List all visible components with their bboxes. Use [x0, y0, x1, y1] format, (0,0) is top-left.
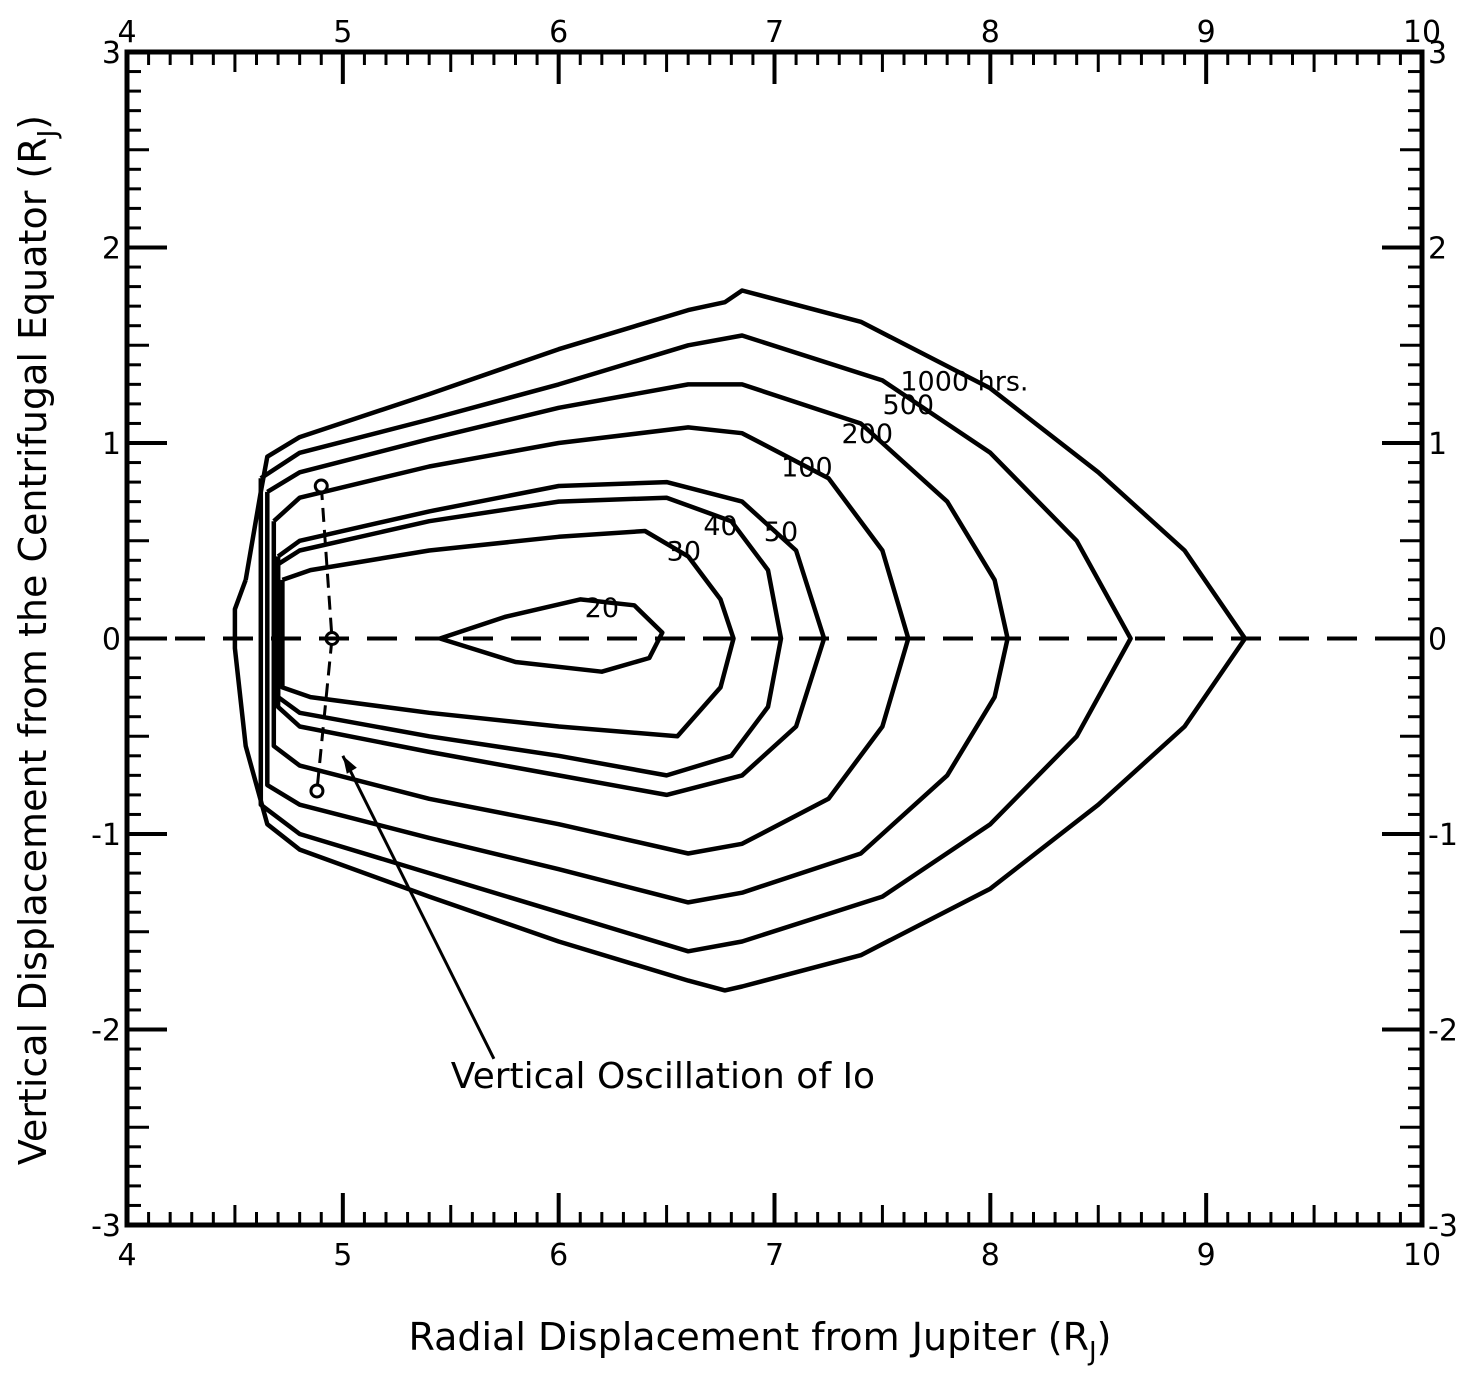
- y-tick-label-left: -2: [91, 1014, 121, 1049]
- contour-label: 20: [585, 593, 619, 624]
- y-tick-label-right: 3: [1428, 36, 1447, 71]
- x-tick-label-bottom: 8: [981, 1238, 1000, 1273]
- x-tick-label-bottom: 10: [1403, 1238, 1441, 1273]
- io-position-marker: [309, 783, 325, 799]
- x-tick-label-top: 9: [1197, 15, 1216, 50]
- contour-label: 100: [781, 452, 833, 483]
- y-tick-label-left: -3: [91, 1209, 121, 1244]
- contour-line: [232, 288, 1248, 993]
- annotation-arrowhead: [342, 755, 357, 774]
- contour-line: [258, 333, 1133, 954]
- x-tick-label-top: 4: [117, 15, 136, 50]
- contour-line: [280, 528, 736, 739]
- x-tick-label-top: 7: [765, 15, 784, 50]
- y-tick-label-right: -3: [1428, 1209, 1458, 1244]
- y-tick-label-left: 3: [102, 36, 121, 71]
- contour-line: [265, 382, 1010, 905]
- annotation-text: Vertical Oscillation of Io: [451, 1056, 875, 1097]
- y-tick-label-left: -1: [91, 818, 121, 853]
- x-tick-label-bottom: 6: [549, 1238, 568, 1273]
- x-tick-label-bottom: 4: [117, 1238, 136, 1273]
- x-tick-label-top: 6: [549, 15, 568, 50]
- contour-line: [275, 479, 827, 798]
- y-tick-label-left: 2: [102, 232, 121, 267]
- io-position-marker: [313, 478, 329, 494]
- x-tick-label-top: 10: [1403, 15, 1441, 50]
- y-tick-label-left: 1: [102, 427, 121, 462]
- contour-label: 30: [667, 537, 701, 568]
- contour-line: [271, 425, 911, 856]
- contour-label: 50: [764, 517, 798, 548]
- x-axis-title: Radial Displacement from Jupiter (RJ): [409, 1315, 1112, 1367]
- x-tick-label-bottom: 7: [765, 1238, 784, 1273]
- x-tick-label-bottom: 9: [1197, 1238, 1216, 1273]
- y-tick-label-right: 0: [1428, 623, 1447, 658]
- contour-label: 1000 hrs.: [900, 366, 1028, 397]
- axis-ticks: [125, 50, 1424, 1227]
- x-tick-label-top: 8: [981, 15, 1000, 50]
- contour-label: 200: [842, 419, 894, 450]
- y-tick-label-right: -2: [1428, 1014, 1458, 1049]
- y-tick-label-right: 2: [1428, 232, 1447, 267]
- x-tick-label-top: 5: [333, 15, 352, 50]
- x-tick-label-bottom: 5: [333, 1238, 352, 1273]
- io-path-line: [315, 485, 334, 792]
- contour-line: [275, 495, 784, 778]
- annotation-pointer-line: [341, 755, 496, 1060]
- contour-line: [439, 597, 665, 674]
- contour-label: 40: [703, 511, 737, 542]
- y-tick-label-right: 1: [1428, 427, 1447, 462]
- y-tick-label-right: -1: [1428, 818, 1458, 853]
- y-tick-label-left: 0: [102, 623, 121, 658]
- contour-label: 500: [883, 390, 935, 421]
- annotation: Vertical Oscillation of Io: [341, 755, 875, 1097]
- contour-lines: [232, 288, 1248, 993]
- y-axis-title: Vertical Displacement from the Centrifug…: [11, 115, 63, 1165]
